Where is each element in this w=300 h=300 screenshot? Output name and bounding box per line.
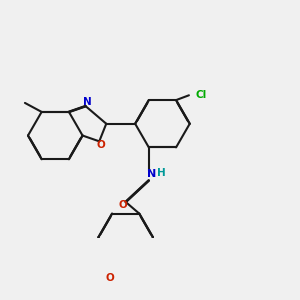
Text: Cl: Cl	[195, 90, 207, 100]
Text: H: H	[157, 168, 165, 178]
Text: O: O	[105, 273, 114, 283]
Text: N: N	[83, 97, 92, 107]
Text: O: O	[118, 200, 127, 210]
Text: O: O	[97, 140, 105, 150]
Text: N: N	[147, 169, 156, 179]
